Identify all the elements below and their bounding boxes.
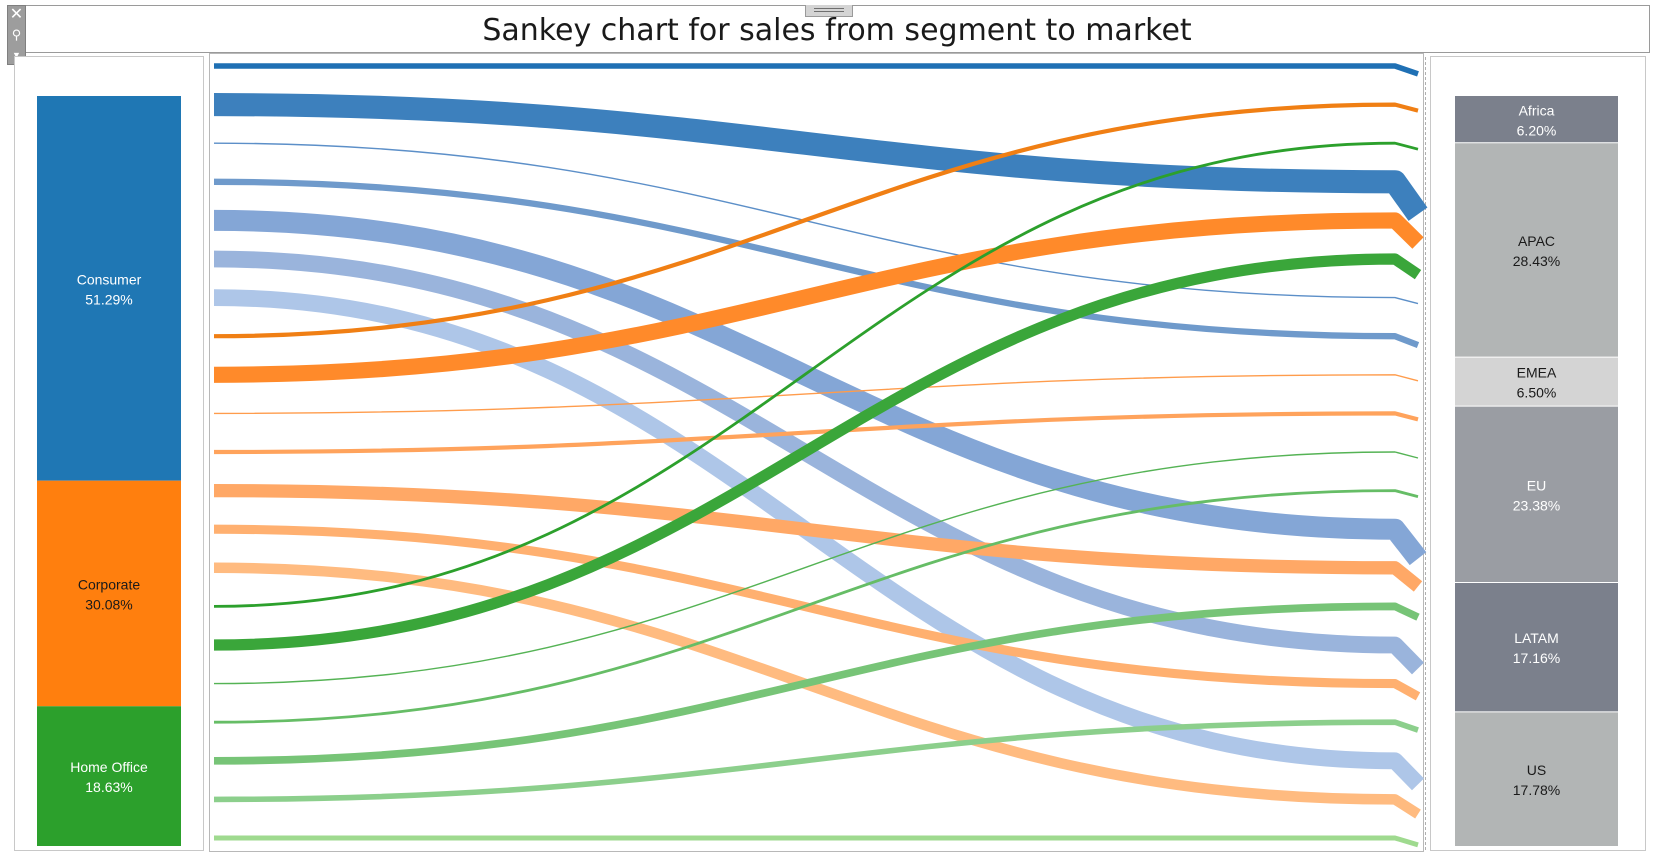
- target-node-latam[interactable]: [1455, 582, 1618, 712]
- target-percent-apac: 28.43%: [1513, 253, 1560, 269]
- flow-consumer-to-africa[interactable]: [214, 63, 1419, 77]
- target-percent-latam: 17.16%: [1513, 650, 1560, 666]
- source-percent-consumer: 51.29%: [85, 291, 132, 307]
- flow-corporate-to-us[interactable]: [213, 562, 1421, 819]
- flow-home-office-to-emea[interactable]: [213, 489, 1419, 724]
- target-node-emea[interactable]: [1455, 357, 1618, 407]
- target-label-latam: LATAM: [1514, 630, 1559, 646]
- target-percent-emea: 6.50%: [1517, 385, 1557, 401]
- source-percent-home-office: 18.63%: [85, 779, 132, 795]
- target-label-us: US: [1527, 762, 1546, 778]
- target-nodes: Africa 6.20% APAC 28.43% EMEA 6.50% EU 23.38% LA…: [1455, 96, 1618, 846]
- flow-consumer-to-latam[interactable]: [213, 250, 1425, 675]
- flow-home-office-to-emea[interactable]: [213, 451, 1419, 685]
- chart-title: Sankey chart for sales from segment to m…: [482, 13, 1192, 48]
- flow-consumer-to-apac[interactable]: [213, 93, 1428, 221]
- flow-corporate-to-apac[interactable]: [213, 212, 1424, 383]
- source-node-consumer[interactable]: [37, 96, 181, 481]
- flow-corporate-to-eu[interactable]: [213, 483, 1423, 592]
- target-node-africa[interactable]: [1455, 96, 1618, 143]
- target-label-apac: APAC: [1518, 233, 1555, 249]
- menu-dropdown-icon[interactable]: ▼: [12, 50, 21, 60]
- target-label-eu: EU: [1527, 477, 1546, 493]
- source-label-consumer: Consumer: [77, 271, 142, 287]
- source-label-corporate: Corporate: [78, 576, 140, 592]
- pin-icon[interactable]: ⚲: [11, 27, 22, 42]
- flow-consumer-to-eu[interactable]: [213, 209, 1427, 566]
- target-percent-africa: 6.20%: [1517, 122, 1557, 138]
- flow-corporate-to-africa[interactable]: [213, 102, 1419, 339]
- target-node-apac[interactable]: [1455, 142, 1618, 358]
- flow-corporate-to-emea[interactable]: [213, 374, 1419, 415]
- flow-links: [213, 63, 1428, 848]
- title-drag-handle[interactable]: [805, 5, 853, 17]
- source-node-corporate[interactable]: [37, 480, 181, 707]
- close-icon[interactable]: ✕: [9, 6, 24, 23]
- source-nodes: Consumer 51.29% Corporate 30.08% Home Office…: [37, 96, 181, 846]
- source-percent-corporate: 30.08%: [85, 596, 132, 612]
- flow-consumer-to-emea[interactable]: [213, 142, 1419, 305]
- source-node-home-office[interactable]: [37, 706, 181, 846]
- target-node-us[interactable]: [1455, 711, 1618, 846]
- flow-home-office-to-latam[interactable]: [213, 719, 1419, 803]
- flow-home-office-to-africa[interactable]: [213, 141, 1419, 608]
- target-percent-eu: 23.38%: [1513, 497, 1560, 513]
- flow-home-office-to-apac[interactable]: [213, 253, 1422, 651]
- flow-home-office-to-us[interactable]: [214, 835, 1419, 848]
- flow-corporate-to-latam[interactable]: [213, 524, 1421, 701]
- target-percent-us: 17.78%: [1513, 782, 1560, 798]
- flow-consumer-to-emea[interactable]: [213, 178, 1420, 348]
- target-label-africa: Africa: [1519, 102, 1555, 118]
- source-label-home-office: Home Office: [70, 759, 148, 775]
- target-node-eu[interactable]: [1455, 406, 1618, 583]
- flow-home-office-to-eu[interactable]: [213, 602, 1420, 765]
- flow-corporate-to-emea[interactable]: [213, 411, 1419, 455]
- flow-consumer-to-us[interactable]: [213, 289, 1425, 791]
- target-label-emea: EMEA: [1517, 365, 1557, 381]
- worksheet-toolbar: ✕ ⚲ ▼: [7, 5, 26, 65]
